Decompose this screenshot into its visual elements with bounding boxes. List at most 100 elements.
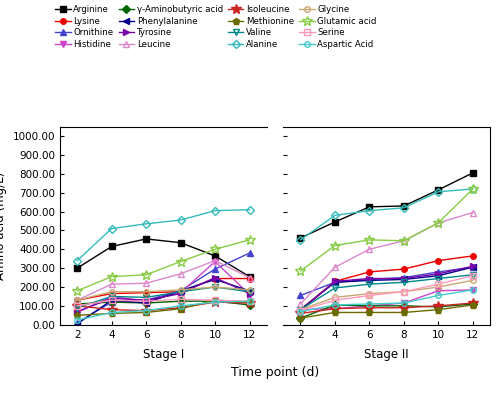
Serine [470, 273, 476, 278]
Y-axis label: Amino acid (mg/L): Amino acid (mg/L) [0, 171, 7, 280]
Ornithine [470, 265, 476, 270]
Lysine [436, 258, 442, 263]
Tyrosine [401, 276, 407, 281]
Methionine [470, 303, 476, 307]
Isoleucine [298, 311, 304, 316]
Alanine [401, 206, 407, 210]
Line: Methionine: Methionine [297, 301, 476, 322]
Serine [436, 282, 442, 287]
Glycine [298, 307, 304, 312]
Isoleucine [436, 303, 442, 308]
Line: Glutamic acid: Glutamic acid [296, 184, 478, 276]
Text: Stage II: Stage II [364, 348, 409, 362]
Leucine [366, 247, 372, 252]
Leucine [401, 238, 407, 243]
Histidine [470, 287, 476, 292]
Glycine [470, 278, 476, 283]
Methionine [366, 310, 372, 315]
Phenylalanine [332, 280, 338, 285]
Valine [401, 280, 407, 285]
Ornithine [401, 275, 407, 280]
Phenylalanine [298, 307, 304, 312]
Line: Lysine: Lysine [298, 253, 476, 312]
Arginine [366, 204, 372, 209]
Alanine [298, 238, 304, 242]
Line: gamma-Aminobutyric acid: gamma-Aminobutyric acid [298, 301, 476, 321]
Methionine [401, 310, 407, 315]
Line: Alanine: Alanine [298, 186, 476, 243]
Histidine [298, 307, 304, 312]
Line: Ornithine: Ornithine [297, 264, 476, 299]
Alanine [366, 208, 372, 213]
Glutamic acid [298, 268, 304, 273]
Isoleucine [401, 305, 407, 310]
Lysine [332, 279, 338, 284]
Line: Tyrosine: Tyrosine [297, 263, 476, 314]
Serine [332, 298, 338, 303]
Serine [401, 289, 407, 294]
gamma-Aminobutyric acid [298, 316, 304, 320]
Leucine [436, 221, 442, 225]
Aspartic Acid [470, 287, 476, 292]
Aspartic Acid [401, 301, 407, 305]
Phenylalanine [366, 278, 372, 283]
Lysine [401, 267, 407, 272]
Histidine [436, 288, 442, 293]
Aspartic Acid [298, 309, 304, 314]
Legend: Arginine, Lysine, Ornithine, Histidine, γ-Aminobutyric acid, Phenylalanine, Tyro: Arginine, Lysine, Ornithine, Histidine, … [54, 4, 378, 50]
Lysine [366, 270, 372, 274]
Alanine [332, 213, 338, 218]
Alanine [436, 189, 442, 194]
gamma-Aminobutyric acid [470, 302, 476, 307]
Valine [436, 276, 442, 281]
Serine [366, 293, 372, 298]
Glycine [366, 291, 372, 296]
Lysine [298, 307, 304, 312]
Ornithine [366, 277, 372, 282]
Glutamic acid [436, 221, 442, 225]
Valine [470, 272, 476, 277]
Ornithine [332, 280, 338, 285]
Line: Histidine: Histidine [297, 286, 476, 313]
Tyrosine [366, 276, 372, 281]
Line: Aspartic Acid: Aspartic Acid [298, 287, 476, 314]
Aspartic Acid [332, 303, 338, 307]
Phenylalanine [401, 277, 407, 282]
Methionine [436, 307, 442, 312]
Line: Isoleucine: Isoleucine [296, 298, 478, 318]
gamma-Aminobutyric acid [332, 303, 338, 307]
Arginine [401, 204, 407, 208]
Aspartic Acid [366, 302, 372, 307]
Glycine [401, 289, 407, 294]
Phenylalanine [436, 273, 442, 278]
Leucine [332, 265, 338, 270]
Line: Arginine: Arginine [298, 170, 476, 241]
Isoleucine [470, 301, 476, 305]
Text: Stage I: Stage I [142, 348, 184, 362]
Ornithine [298, 293, 304, 298]
Aspartic Acid [436, 293, 442, 298]
Leucine [298, 302, 304, 307]
Text: Time point (d): Time point (d) [231, 366, 319, 379]
Arginine [470, 171, 476, 175]
Valine [332, 286, 338, 290]
Tyrosine [332, 279, 338, 284]
Leucine [470, 210, 476, 215]
Line: Glycine: Glycine [298, 278, 476, 312]
Methionine [332, 310, 338, 315]
gamma-Aminobutyric acid [436, 305, 442, 309]
Methionine [298, 316, 304, 320]
Isoleucine [366, 305, 372, 310]
gamma-Aminobutyric acid [366, 303, 372, 308]
Lysine [470, 253, 476, 258]
Ornithine [436, 270, 442, 274]
Histidine [332, 307, 338, 311]
Serine [298, 308, 304, 313]
Line: Leucine: Leucine [297, 209, 476, 307]
Arginine [298, 236, 304, 240]
Valine [298, 307, 304, 312]
Line: Valine: Valine [297, 271, 476, 313]
Phenylalanine [470, 265, 476, 270]
Valine [366, 282, 372, 287]
Tyrosine [470, 264, 476, 268]
